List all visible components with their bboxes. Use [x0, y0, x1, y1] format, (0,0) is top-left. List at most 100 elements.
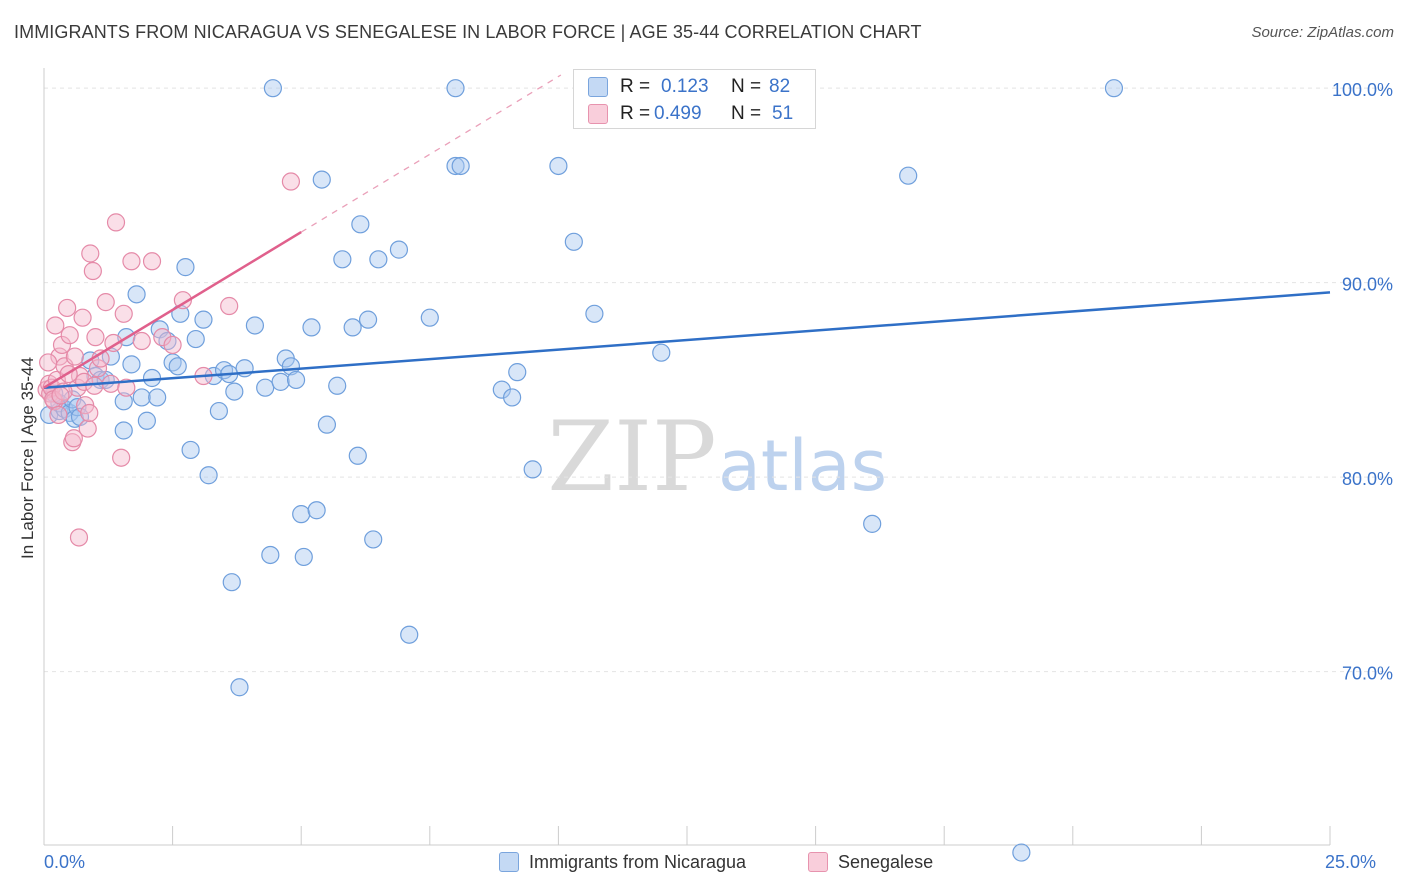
legend-r-value: 0.123 — [661, 76, 709, 97]
data-point-nicaragua — [652, 343, 671, 362]
data-point-nicaragua — [317, 415, 337, 434]
data-point-nicaragua — [168, 357, 187, 376]
trend-line-nicaragua — [43, 291, 1331, 389]
data-point-nicaragua — [1104, 79, 1124, 98]
data-point-nicaragua — [256, 378, 275, 397]
data-point-senegalese — [81, 244, 100, 263]
data-point-nicaragua — [389, 240, 409, 259]
data-point-nicaragua — [307, 501, 326, 520]
data-point-senegalese — [49, 405, 68, 425]
data-point-senegalese — [73, 308, 92, 327]
trend-line-senegalese-extension — [300, 74, 562, 233]
data-point-nicaragua — [142, 368, 162, 388]
data-point-nicaragua — [132, 388, 151, 407]
bottom-legend-label-senegalese: Senegalese — [838, 852, 934, 872]
data-point-nicaragua — [194, 310, 213, 329]
source-credit: Source: ZipAtlas.com — [1251, 24, 1394, 41]
data-point-nicaragua — [225, 382, 244, 401]
data-point-nicaragua — [364, 530, 383, 549]
data-point-nicaragua — [186, 329, 205, 349]
data-point-nicaragua — [294, 547, 313, 567]
data-point-senegalese — [85, 376, 104, 395]
data-point-senegalese — [64, 429, 83, 448]
data-point-nicaragua — [114, 421, 133, 440]
data-point-senegalese — [50, 347, 69, 366]
data-point-nicaragua — [863, 514, 882, 533]
data-point-nicaragua — [503, 388, 522, 407]
data-point-senegalese — [52, 335, 72, 355]
data-point-senegalese — [78, 419, 97, 438]
chart-title: IMMIGRANTS FROM NICARAGUA VS SENEGALESE … — [14, 22, 922, 42]
legend-n-value: 51 — [772, 103, 794, 124]
legend-swatch-blue — [588, 77, 608, 97]
data-point-nicaragua — [446, 156, 465, 176]
data-point-senegalese — [65, 347, 84, 366]
data-point-senegalese — [83, 261, 102, 281]
data-point-nicaragua — [1012, 843, 1031, 862]
data-point-senegalese — [112, 448, 131, 467]
data-point-nicaragua — [549, 156, 568, 176]
data-point-nicaragua — [114, 392, 133, 411]
bottom-legend-senegalese: Senegalese — [808, 852, 933, 876]
data-point-nicaragua — [508, 363, 527, 382]
data-point-senegalese — [122, 252, 141, 271]
data-point-nicaragua — [369, 250, 388, 269]
y-tick-labels: 70.0% 80.0% 90.0% 100.0% — [1332, 80, 1393, 684]
data-point-nicaragua — [245, 316, 265, 335]
bottom-legend-nicaragua: Immigrants from Nicaragua — [499, 852, 746, 876]
data-point-nicaragua — [351, 215, 370, 234]
data-point-senegalese — [173, 291, 192, 310]
legend-n-label: N = — [731, 103, 762, 124]
data-point-senegalese — [80, 403, 99, 423]
data-point-senegalese — [46, 316, 65, 335]
data-point-nicaragua — [348, 446, 367, 465]
data-point-nicaragua — [199, 466, 218, 485]
watermark-atlas: atlas — [718, 425, 887, 507]
data-point-senegalese — [114, 304, 133, 323]
data-point-nicaragua — [261, 545, 280, 565]
data-point-nicaragua — [400, 625, 419, 644]
data-point-senegalese — [220, 296, 239, 316]
data-point-senegalese — [51, 386, 70, 405]
data-point-nicaragua — [358, 310, 378, 329]
data-point-nicaragua — [148, 388, 167, 407]
data-point-nicaragua — [263, 79, 283, 98]
y-tick-label: 70.0% — [1342, 664, 1393, 684]
y-tick-label: 100.0% — [1332, 80, 1393, 100]
legend-n-label: N = — [731, 76, 762, 97]
data-point-nicaragua — [899, 166, 918, 185]
data-point-senegalese — [69, 528, 89, 547]
x-tick-label-max: 25.0% — [1325, 852, 1377, 872]
trend-line-senegalese — [43, 231, 302, 389]
gridlines — [44, 87, 1390, 673]
data-point-senegalese — [281, 172, 301, 191]
legend-r-value: 0.499 — [654, 103, 702, 124]
data-point-senegalese — [163, 335, 182, 355]
data-point-senegalese — [106, 213, 126, 232]
y-tick-label: 90.0% — [1342, 275, 1393, 295]
data-point-nicaragua — [222, 573, 241, 592]
data-point-nicaragua — [271, 372, 290, 391]
bottom-legend-swatch-pink — [808, 852, 828, 872]
data-point-nicaragua — [209, 401, 228, 421]
data-point-nicaragua — [564, 232, 583, 251]
data-point-nicaragua — [312, 170, 331, 189]
legend-r-label: R = — [620, 103, 651, 124]
y-tick-label: 80.0% — [1342, 469, 1393, 489]
bottom-legend-label-nicaragua: Immigrants from Nicaragua — [529, 852, 747, 872]
legend-swatch-pink — [588, 104, 608, 124]
data-point-senegalese — [96, 293, 115, 312]
data-point-senegalese — [58, 298, 77, 318]
y-axis-label: In Labor Force | Age 35-44 — [18, 357, 37, 559]
data-point-nicaragua — [302, 318, 321, 337]
watermark-zip: ZIP — [547, 401, 716, 513]
data-point-nicaragua — [230, 678, 249, 697]
data-point-nicaragua — [451, 156, 470, 176]
data-point-nicaragua — [343, 318, 362, 337]
data-point-senegalese — [86, 328, 105, 347]
data-point-nicaragua — [585, 304, 604, 323]
data-point-senegalese — [142, 252, 162, 271]
legend-n-value: 82 — [769, 76, 791, 97]
data-point-nicaragua — [127, 285, 146, 304]
